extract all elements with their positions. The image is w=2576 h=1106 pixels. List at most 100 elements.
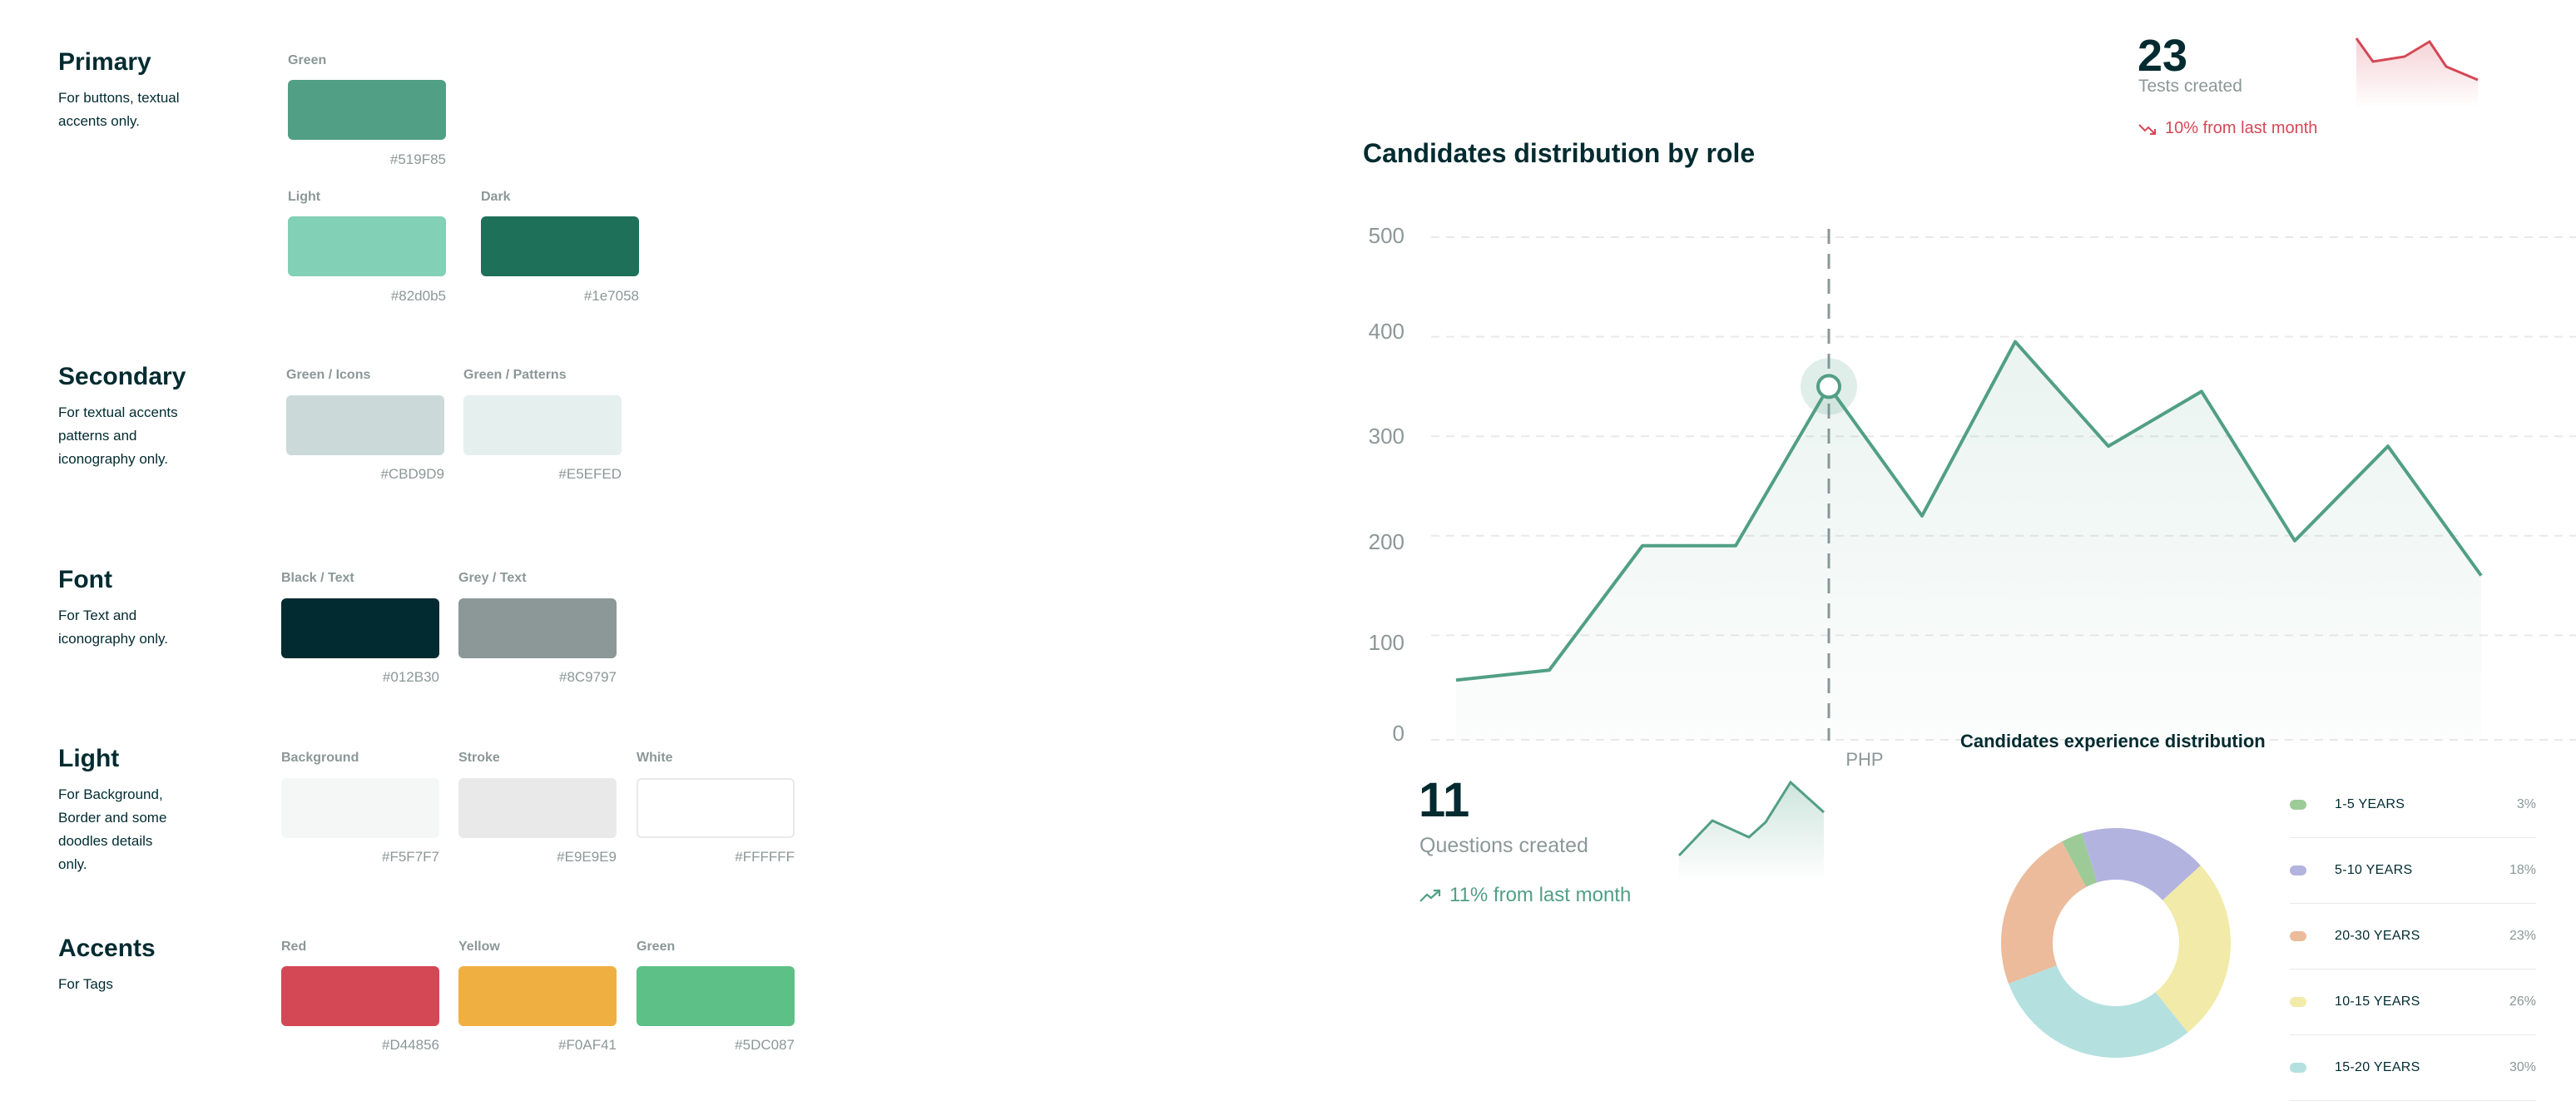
legend-item: 5-10 YEARS 18%: [2290, 838, 2536, 904]
accents-desc: For Tags: [58, 976, 113, 992]
swatch-label: Grey / Text: [458, 571, 527, 585]
swatch-label: Light: [288, 190, 321, 204]
ytick: 0: [1392, 721, 1404, 746]
swatch-light-white[interactable]: [637, 778, 795, 838]
swatch-label: Green: [637, 940, 676, 954]
tests-label: Tests created: [2138, 77, 2242, 96]
swatch-label: Yellow: [458, 940, 500, 954]
trending-up-icon: [1419, 889, 1441, 902]
donut-slice[interactable]: [2062, 833, 2098, 887]
swatch-hex: #1e7058: [583, 288, 639, 304]
xtick-php: PHP: [1845, 749, 1884, 770]
swatch-label: Red: [281, 940, 307, 954]
donut-slice[interactable]: [2155, 865, 2231, 1033]
swatch-label: Stroke: [458, 751, 500, 765]
legend-value: 26%: [2509, 994, 2536, 1009]
swatch-hex: #FFFFFF: [735, 849, 795, 865]
tests-sparkline: [2355, 37, 2479, 108]
legend-item: 20-30 YEARS 23%: [2290, 904, 2536, 970]
accents-title: Accents: [58, 935, 156, 962]
ytick: 400: [1368, 319, 1404, 344]
swatch-hex: #5DC087: [735, 1037, 795, 1053]
swatch-secondary-icons[interactable]: [286, 395, 444, 455]
swatch-font-black[interactable]: [281, 598, 439, 658]
font-title: Font: [58, 566, 112, 593]
swatch-label: Dark: [481, 190, 511, 204]
secondary-title: Secondary: [58, 363, 186, 390]
legend-item: 10-15 YEARS 26%: [2290, 970, 2536, 1035]
primary-desc: For buttons, textual accents only.: [58, 90, 180, 129]
font-desc: For Text and iconography only.: [58, 608, 168, 647]
role-chart-plot: [1431, 229, 2576, 741]
swatch-accent-green[interactable]: [637, 966, 795, 1026]
legend-value: 23%: [2509, 929, 2536, 943]
swatch-accent-red[interactable]: [281, 966, 439, 1026]
legend-item: 15-20 YEARS 30%: [2290, 1035, 2536, 1101]
questions-count: 11: [1419, 773, 1470, 827]
questions-sparkline: [1677, 780, 1825, 882]
legend-swatch: [2290, 865, 2306, 875]
legend-label: 15-20 YEARS: [2335, 1060, 2420, 1074]
legend-swatch: [2290, 997, 2306, 1007]
legend-label: 10-15 YEARS: [2335, 994, 2420, 1009]
swatch-hex: #E5EFED: [558, 466, 622, 482]
legend-label: 5-10 YEARS: [2335, 863, 2413, 877]
light-desc: For Background, Border and some doodles …: [58, 786, 167, 872]
swatch-label: Green / Patterns: [463, 368, 567, 382]
donut-slice[interactable]: [2082, 828, 2201, 900]
swatch-hex: #519F85: [389, 151, 446, 167]
swatch-secondary-patterns[interactable]: [463, 395, 622, 455]
swatch-light-background[interactable]: [281, 778, 439, 838]
swatch-primary-light[interactable]: [288, 216, 446, 276]
tests-change-text: 10% from last month: [2165, 119, 2318, 137]
swatch-label: Green / Icons: [286, 368, 371, 382]
tests-change: 10% from last month: [2138, 119, 2317, 138]
questions-label: Questions created: [1419, 834, 1588, 857]
swatch-hex: #F0AF41: [558, 1037, 617, 1053]
series-line: [1455, 340, 2483, 682]
highlight-point[interactable]: [1816, 374, 1841, 399]
swatch-label: Green: [288, 53, 327, 67]
legend-label: 1-5 YEARS: [2335, 797, 2405, 811]
primary-title: Primary: [58, 48, 151, 76]
swatch-hex: #8C9797: [558, 669, 617, 685]
questions-change: 11% from last month: [1419, 884, 1631, 907]
swatch-hex: #CBD9D9: [380, 466, 444, 482]
swatch-hex: #D44856: [381, 1037, 439, 1053]
swatch-accent-yellow[interactable]: [458, 966, 617, 1026]
donut-slice[interactable]: [2001, 841, 2087, 984]
ytick: 300: [1368, 424, 1404, 449]
swatch-primary-dark[interactable]: [481, 216, 639, 276]
swatch-light-stroke[interactable]: [458, 778, 617, 838]
light-title: Light: [58, 745, 120, 772]
swatch-hex: #E9E9E9: [557, 849, 617, 865]
swatch-hex: #F5F7F7: [382, 849, 439, 865]
experience-chart-title: Candidates experience distribution: [1960, 731, 2266, 751]
swatch-hex: #82d0b5: [390, 288, 446, 304]
swatch-label: Black / Text: [281, 571, 354, 585]
legend-item: 1-5 YEARS 3%: [2290, 772, 2536, 838]
legend-value: 30%: [2509, 1060, 2536, 1074]
experience-legend: 1-5 YEARS 3% 5-10 YEARS 18% 20-30 YEARS …: [2290, 772, 2536, 1101]
legend-label: 20-30 YEARS: [2335, 929, 2420, 943]
trending-down-icon: [2138, 123, 2156, 135]
role-chart-title: Candidates distribution by role: [1363, 138, 1756, 168]
swatch-label: White: [637, 751, 673, 765]
swatch-font-grey[interactable]: [458, 598, 617, 658]
experience-donut: [2001, 828, 2231, 1058]
secondary-desc: For textual accents patterns and iconogr…: [58, 404, 178, 467]
donut-slice[interactable]: [2008, 965, 2188, 1058]
swatch-label: Background: [281, 751, 359, 765]
legend-swatch: [2290, 1063, 2306, 1073]
swatch-primary-green[interactable]: [288, 80, 446, 140]
legend-value: 3%: [2516, 797, 2536, 811]
ytick: 100: [1368, 630, 1404, 655]
ytick: 200: [1368, 529, 1404, 554]
swatch-hex: #012B30: [382, 669, 439, 685]
tests-count: 23: [2138, 31, 2188, 81]
legend-swatch: [2290, 931, 2306, 941]
legend-value: 18%: [2509, 863, 2536, 877]
ytick: 500: [1368, 223, 1404, 248]
series-area: [1456, 341, 2481, 740]
legend-swatch: [2290, 800, 2306, 810]
